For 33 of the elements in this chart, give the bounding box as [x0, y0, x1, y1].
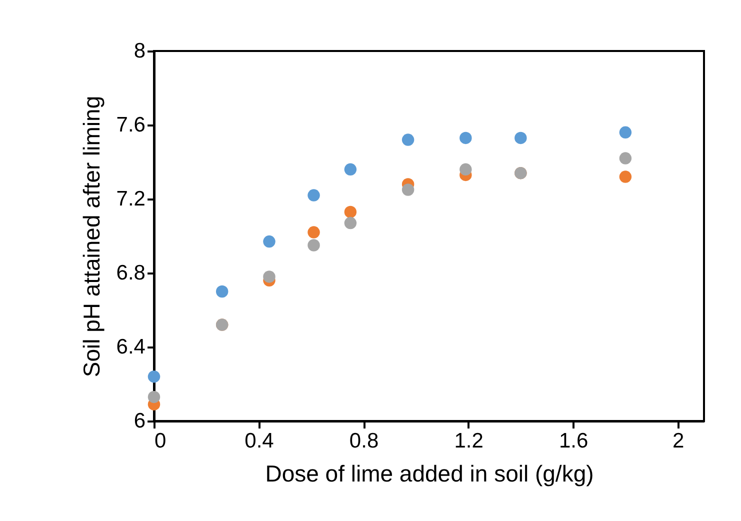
point — [344, 163, 357, 176]
y-tick-label: 8 — [134, 40, 146, 62]
y-tick-label: 6.8 — [116, 262, 146, 284]
x-tick-label: 0.4 — [244, 430, 274, 452]
point — [148, 390, 160, 404]
x-tick-label: 1.2 — [454, 430, 484, 452]
point — [308, 189, 320, 202]
point — [402, 184, 414, 196]
y-tick-label: 6 — [134, 410, 146, 432]
point — [344, 216, 357, 230]
point — [460, 163, 472, 176]
y-tick-label: 7.6 — [116, 114, 146, 136]
x-axis-title: Dose of lime added in soil (g/kg) — [265, 460, 594, 486]
point — [263, 270, 276, 283]
point — [308, 226, 320, 238]
point — [460, 132, 472, 144]
y-axis-title: Soil pH attained after liming — [78, 96, 104, 378]
point — [619, 126, 632, 139]
x-tick-label: 0.8 — [349, 430, 379, 452]
point — [308, 239, 320, 252]
x-tick-label: 0 — [154, 430, 166, 452]
x-tick-label: 1.6 — [558, 430, 588, 452]
point — [514, 132, 527, 144]
point — [402, 134, 414, 146]
y-tick-label: 7.2 — [116, 188, 146, 210]
y-tick-label: 6.4 — [116, 336, 146, 358]
x-tick-label: 2 — [672, 430, 684, 452]
point — [619, 152, 632, 164]
point — [148, 370, 160, 383]
point — [263, 235, 276, 248]
point — [619, 170, 632, 183]
point — [344, 206, 357, 218]
point — [216, 285, 228, 298]
